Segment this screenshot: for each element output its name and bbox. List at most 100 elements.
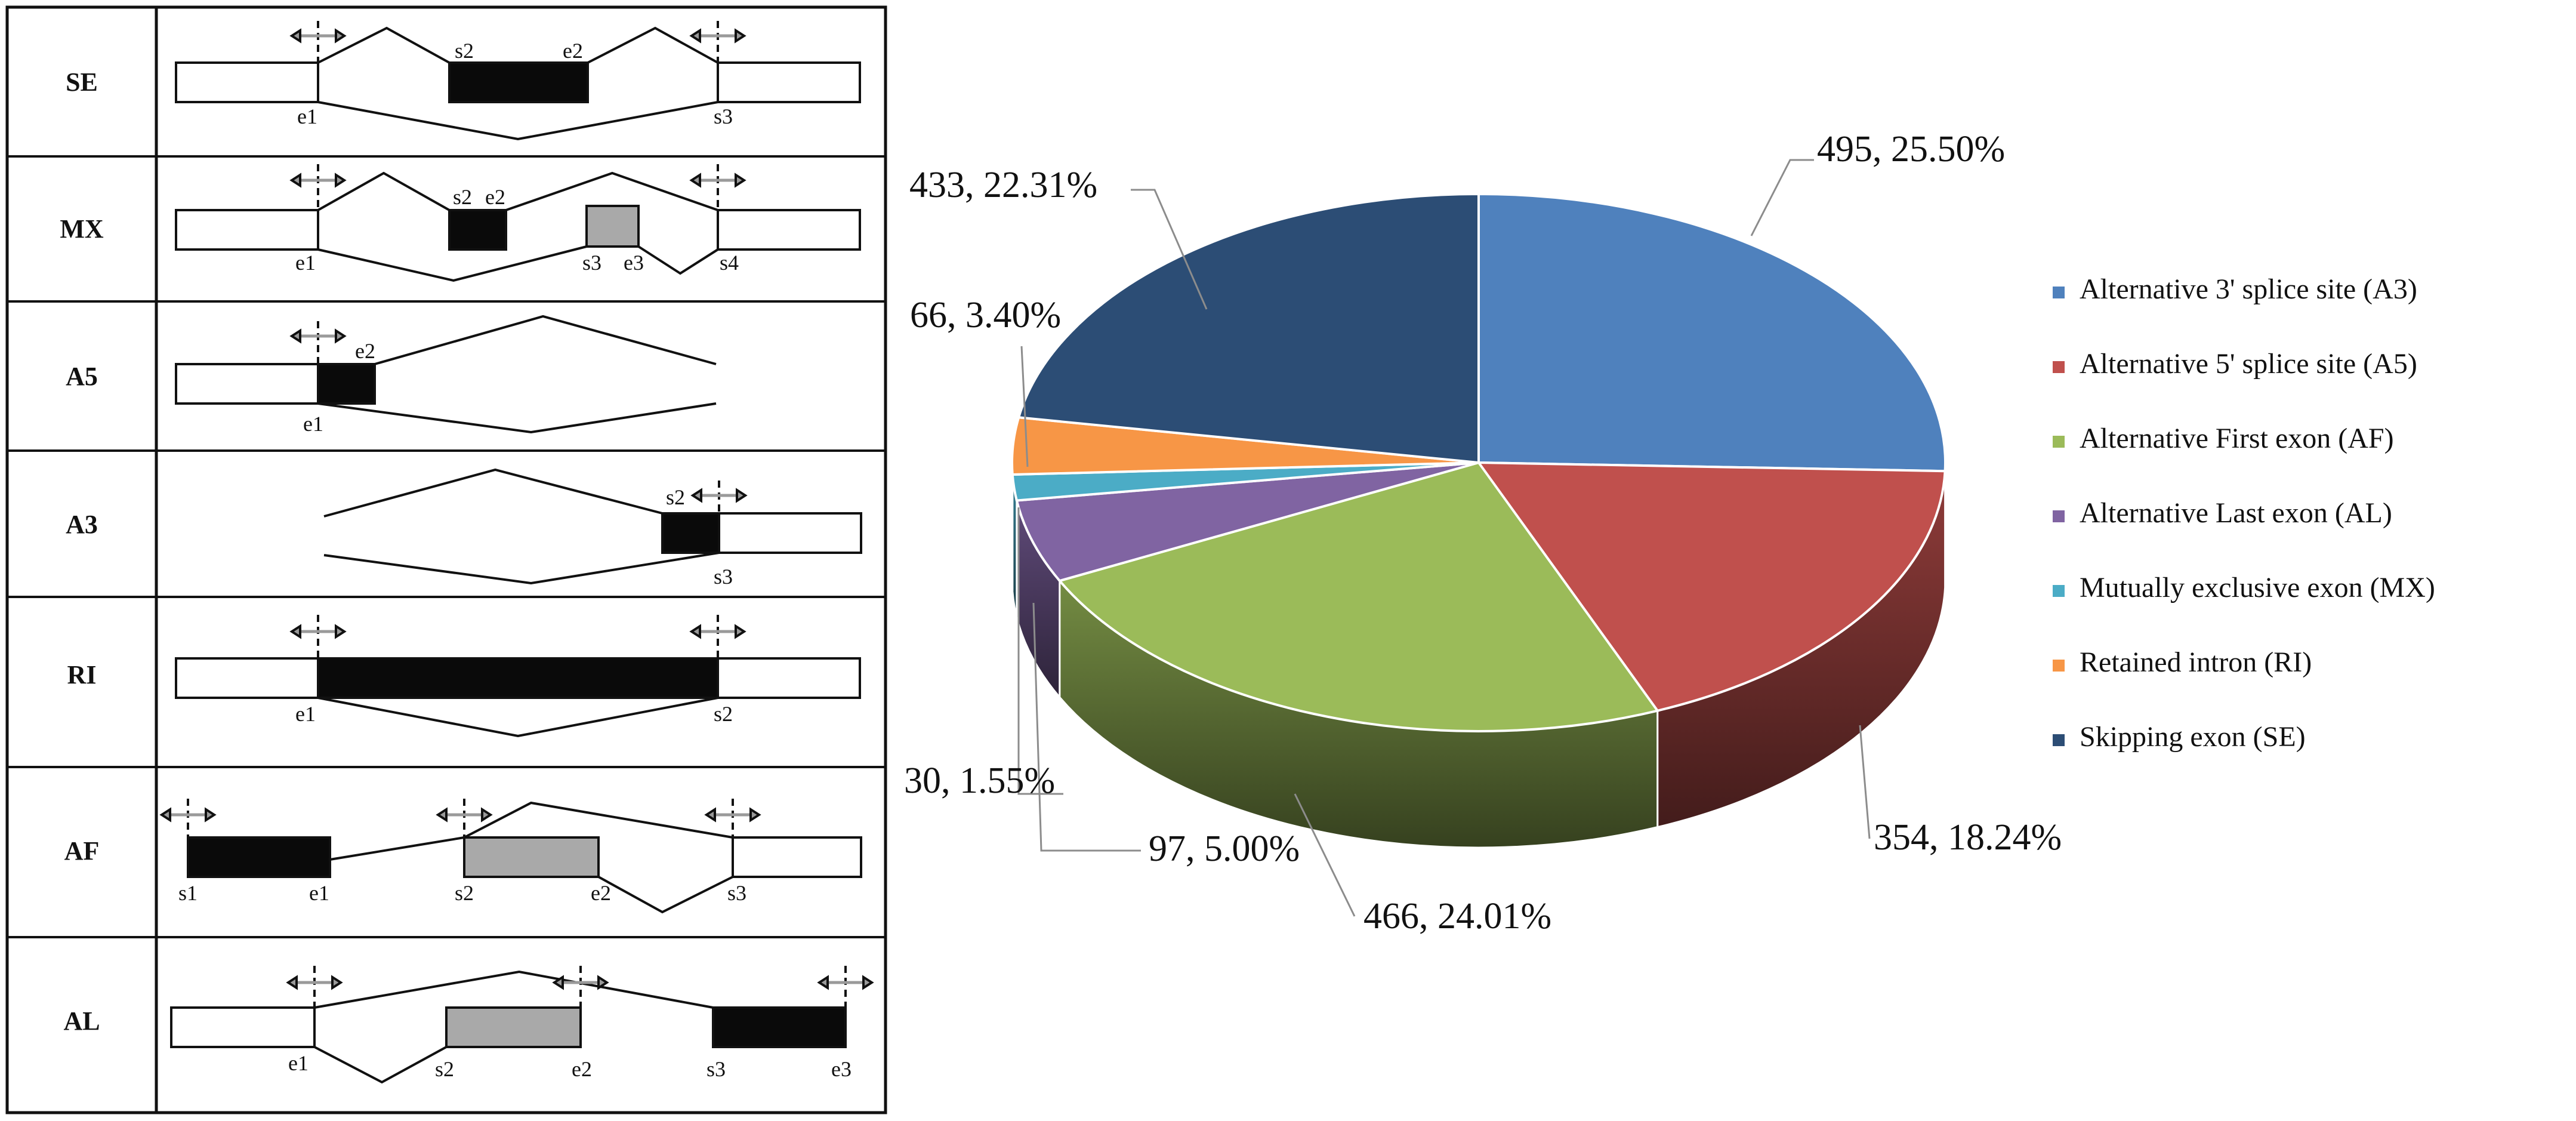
- pie-data-labels: 495, 25.50% 354, 18.24% 466, 24.01% 97, 5.0…: [904, 129, 2062, 937]
- exon-constitutive: [717, 61, 861, 103]
- leader-line: [1032, 602, 1141, 852]
- data-label: 466, 24.01%: [1363, 896, 1551, 937]
- event-name-al: AL: [63, 1006, 100, 1036]
- event-name-a3: A3: [66, 510, 98, 539]
- leader-line: [1859, 725, 1871, 839]
- splice-junction: [329, 836, 465, 861]
- legend-swatch: [2053, 734, 2065, 746]
- site-label: s2: [666, 485, 685, 509]
- splice-junction: [323, 468, 663, 518]
- splice-junction: [374, 315, 717, 365]
- site-label: s2: [455, 881, 474, 905]
- exon-constitutive: [717, 209, 861, 251]
- pie-slice: [1057, 461, 1660, 732]
- exon-alternative: [317, 363, 376, 405]
- event-name-a5: A5: [66, 362, 98, 391]
- event-name-ri: RI: [67, 660, 97, 689]
- exon-retained: [317, 657, 719, 699]
- leader-line: [1020, 346, 1029, 467]
- splice-junction: [587, 26, 718, 64]
- exon-constitutive: [175, 61, 319, 103]
- site-label: s2: [714, 702, 733, 726]
- site-label: e2: [572, 1057, 592, 1081]
- diagram-af: [162, 799, 862, 914]
- diagram-a3: [323, 468, 862, 585]
- legend-label: Mutually exclusive exon (MX): [2080, 572, 2435, 603]
- splice-junction: [314, 1046, 447, 1084]
- exon-constitutive: [175, 657, 319, 699]
- data-label: 66, 3.40%: [910, 295, 1061, 335]
- site-label: s3: [582, 251, 601, 275]
- legend-swatch: [2053, 660, 2065, 672]
- exon-alternative: [448, 61, 589, 103]
- event-name-af: AF: [64, 836, 100, 866]
- site-label: s2: [435, 1057, 454, 1081]
- site-label: s2: [453, 185, 472, 209]
- legend-swatch: [2053, 436, 2065, 448]
- leader-line: [1750, 159, 1814, 236]
- site-label: s2: [455, 39, 474, 63]
- site-label: e3: [624, 251, 644, 275]
- diagram-a5: [175, 315, 717, 434]
- splice-junction: [598, 876, 733, 914]
- chart-legend: Alternative 3' splice site (A3) Alternati…: [2053, 273, 2435, 753]
- diagram-se: [175, 21, 861, 141]
- pie-slice: [1017, 192, 1480, 464]
- data-label: 495, 25.50%: [1817, 129, 2005, 170]
- exon-alternative: [661, 512, 720, 554]
- splicing-events-table: [5, 5, 887, 1114]
- exon-alternative-gray: [445, 1006, 582, 1048]
- site-label: e2: [485, 185, 505, 209]
- site-label: s3: [714, 565, 733, 589]
- site-label: e1: [295, 251, 316, 275]
- exon-alternative: [712, 1006, 847, 1048]
- site-label: e1: [303, 412, 323, 436]
- leader-line: [1294, 793, 1356, 917]
- site-label: e2: [563, 39, 583, 63]
- site-label: e1: [295, 702, 316, 726]
- splice-junction: [317, 697, 718, 738]
- site-label: e1: [309, 881, 329, 905]
- data-label: 30, 1.55%: [904, 760, 1055, 801]
- data-label: 433, 22.31%: [909, 165, 1097, 205]
- pie-slice: [1476, 461, 1946, 712]
- site-label: e1: [288, 1051, 308, 1075]
- data-label: 97, 5.00%: [1149, 829, 1300, 869]
- splice-junction: [317, 402, 717, 434]
- exon-constitutive: [175, 209, 319, 251]
- legend-label: Skipping exon (SE): [2080, 721, 2306, 753]
- exon-constitutive: [732, 836, 862, 878]
- legend-label: Retained intron (RI): [2080, 646, 2312, 678]
- splice-junction: [317, 101, 718, 141]
- site-label: e3: [831, 1057, 852, 1081]
- data-label: 354, 18.24%: [1874, 817, 2062, 858]
- legend-label: Alternative Last exon (AL): [2080, 497, 2392, 529]
- legend-swatch: [2053, 361, 2065, 373]
- site-label: e2: [591, 881, 611, 905]
- site-label: s3: [707, 1057, 726, 1081]
- legend-swatch: [2053, 510, 2065, 522]
- exon-constitutive: [170, 1006, 316, 1048]
- pie-chart: [1011, 192, 1946, 849]
- exon-constitutive: [718, 512, 862, 554]
- pie-slice: [1477, 192, 1946, 473]
- event-name-se: SE: [66, 67, 98, 97]
- exon-constitutive: [717, 657, 861, 699]
- diagram-ri: [175, 615, 861, 738]
- splice-junction: [317, 26, 450, 64]
- legend-swatch: [2053, 287, 2065, 298]
- exon-alternative-gray: [585, 205, 640, 248]
- splice-junction: [314, 970, 714, 1009]
- splice-junction: [317, 245, 587, 282]
- splice-junction: [464, 801, 733, 839]
- exon-alternative: [448, 209, 507, 251]
- splice-junction: [317, 171, 450, 211]
- event-name-mx: MX: [60, 214, 104, 244]
- leader-line: [1017, 507, 1063, 795]
- site-label: s1: [178, 881, 198, 905]
- site-label: e1: [297, 104, 317, 128]
- exon-alternative: [187, 836, 331, 878]
- site-label: s3: [727, 881, 746, 905]
- legend-label: Alternative First exon (AF): [2080, 423, 2394, 454]
